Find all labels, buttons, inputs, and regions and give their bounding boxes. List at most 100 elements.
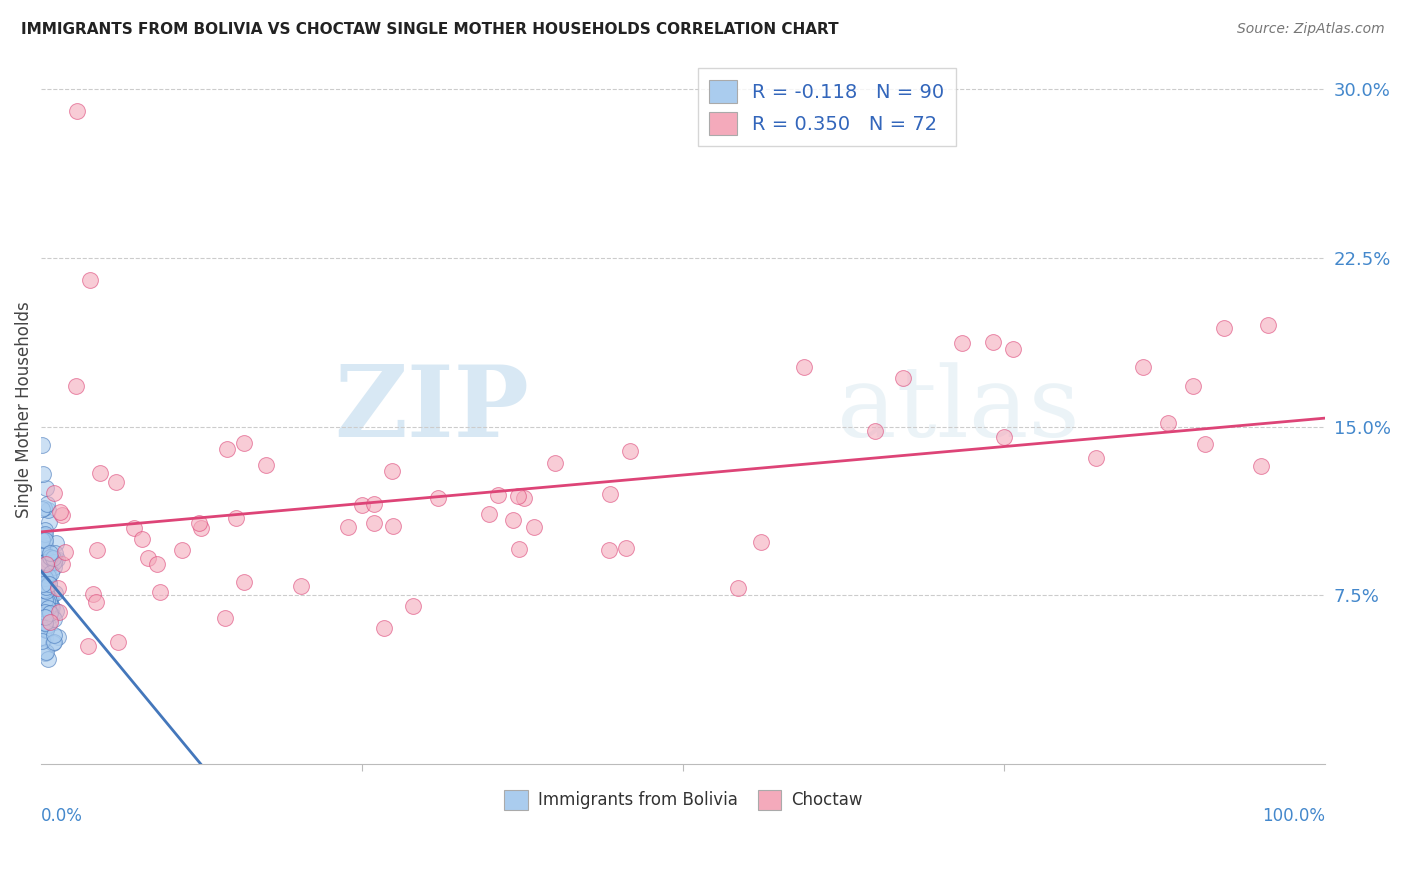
Point — [1182, 379, 1205, 393]
Point — [35, 575, 58, 590]
Point — [793, 360, 815, 375]
Point — [35, 645, 58, 659]
Point — [217, 442, 239, 457]
Point — [32, 557, 55, 571]
Point — [39, 599, 62, 613]
Point — [950, 335, 973, 350]
Point — [981, 334, 1004, 349]
Point — [37, 560, 59, 574]
Point — [32, 564, 55, 578]
Point — [84, 594, 107, 608]
Text: 100.0%: 100.0% — [1263, 807, 1326, 825]
Point — [34, 560, 56, 574]
Point — [1194, 437, 1216, 451]
Point — [35, 573, 58, 587]
Point — [46, 582, 69, 596]
Point — [363, 497, 385, 511]
Point — [35, 623, 58, 637]
Point — [502, 513, 524, 527]
Point — [599, 487, 621, 501]
Point — [45, 535, 67, 549]
Point — [146, 558, 169, 572]
Point — [1132, 359, 1154, 374]
Point — [402, 599, 425, 614]
Point — [35, 481, 58, 495]
Point — [1001, 343, 1024, 357]
Point — [149, 585, 172, 599]
Point — [34, 533, 56, 547]
Point — [32, 582, 55, 597]
Point — [44, 628, 66, 642]
Point — [31, 532, 53, 546]
Point — [350, 498, 373, 512]
Point — [34, 527, 56, 541]
Point — [34, 546, 56, 560]
Point — [34, 523, 56, 537]
Point — [34, 587, 56, 601]
Point — [513, 491, 536, 505]
Point — [290, 579, 312, 593]
Legend: Immigrants from Bolivia, Choctaw: Immigrants from Bolivia, Choctaw — [498, 784, 869, 816]
Point — [79, 273, 101, 287]
Point — [38, 558, 60, 572]
Point — [34, 529, 56, 543]
Point — [31, 501, 53, 516]
Point — [1085, 450, 1108, 465]
Point — [35, 497, 58, 511]
Point — [76, 639, 98, 653]
Point — [138, 550, 160, 565]
Point — [34, 647, 56, 661]
Point — [38, 516, 60, 530]
Text: IMMIGRANTS FROM BOLIVIA VS CHOCTAW SINGLE MOTHER HOUSEHOLDS CORRELATION CHART: IMMIGRANTS FROM BOLIVIA VS CHOCTAW SINGL… — [21, 22, 839, 37]
Point — [478, 507, 501, 521]
Point — [863, 424, 886, 438]
Point — [53, 544, 76, 558]
Point — [45, 552, 67, 566]
Point — [41, 600, 63, 615]
Point — [48, 605, 70, 619]
Point — [39, 549, 62, 564]
Point — [34, 557, 56, 571]
Point — [44, 552, 66, 566]
Point — [31, 634, 53, 648]
Point — [44, 586, 66, 600]
Point — [32, 591, 55, 605]
Point — [86, 543, 108, 558]
Point — [51, 508, 73, 522]
Point — [486, 488, 509, 502]
Point — [31, 467, 53, 481]
Point — [1250, 458, 1272, 473]
Point — [727, 581, 749, 595]
Point — [104, 475, 127, 489]
Point — [44, 546, 66, 560]
Point — [44, 555, 66, 569]
Point — [506, 489, 529, 503]
Point — [37, 569, 59, 583]
Point — [523, 520, 546, 534]
Point — [34, 631, 56, 645]
Point — [34, 571, 56, 585]
Point — [34, 537, 56, 551]
Point — [66, 104, 89, 119]
Point — [32, 540, 55, 554]
Point — [37, 552, 59, 566]
Point — [508, 541, 530, 556]
Point — [51, 558, 73, 572]
Point — [544, 456, 567, 470]
Point — [232, 435, 254, 450]
Point — [65, 379, 87, 393]
Point — [37, 652, 59, 666]
Point — [38, 576, 60, 591]
Point — [38, 615, 60, 629]
Point — [38, 592, 60, 607]
Point — [190, 521, 212, 535]
Text: ZIP: ZIP — [335, 361, 529, 458]
Point — [42, 486, 65, 500]
Point — [37, 601, 59, 615]
Text: 0.0%: 0.0% — [41, 807, 83, 825]
Point — [31, 541, 53, 555]
Point — [31, 533, 53, 547]
Point — [749, 535, 772, 549]
Point — [34, 527, 56, 541]
Point — [337, 520, 360, 534]
